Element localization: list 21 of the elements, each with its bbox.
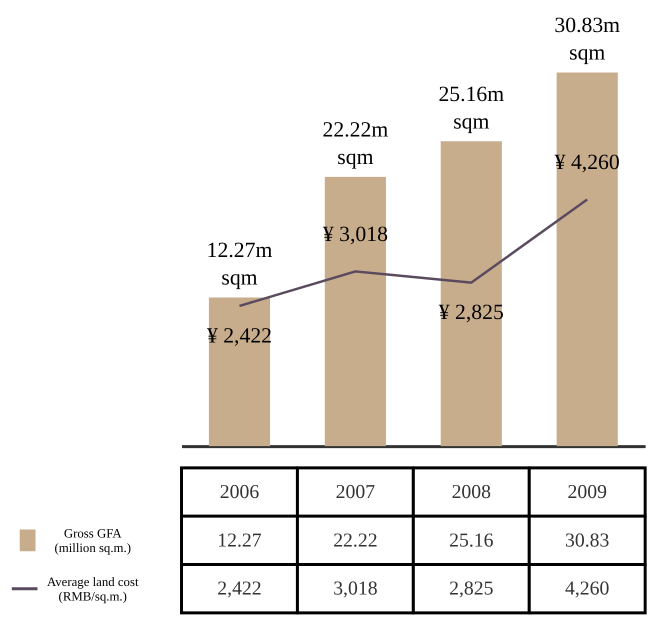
legend-label: Average land cost (RMB/sq.m.) — [46, 574, 139, 604]
text: 25.16 — [449, 529, 494, 552]
text: 2,422 — [217, 578, 262, 600]
text: 12.27 — [217, 529, 262, 552]
text: 4,260 — [565, 578, 610, 600]
bar — [556, 72, 618, 446]
text: 22.22 — [333, 529, 378, 552]
x-tick-label: 2009 — [567, 480, 608, 503]
x-tick-label: 2006 — [220, 480, 260, 503]
text: 30.83 — [565, 529, 610, 552]
data-label: 22.22m sqm — [322, 117, 388, 170]
text: 3,018 — [333, 578, 378, 600]
data-label: 12.27m sqm — [206, 238, 272, 290]
legend-label: Gross GFA (million sq.m.) — [54, 526, 131, 556]
x-tick-label: 2007 — [336, 480, 376, 503]
data-label: 25.16m sqm — [438, 82, 504, 134]
data-label: 30.83m sqm — [554, 13, 620, 65]
text: 2,825 — [449, 578, 494, 600]
bar — [324, 176, 386, 446]
x-tick-label: 2008 — [452, 480, 492, 503]
bar — [440, 141, 502, 446]
